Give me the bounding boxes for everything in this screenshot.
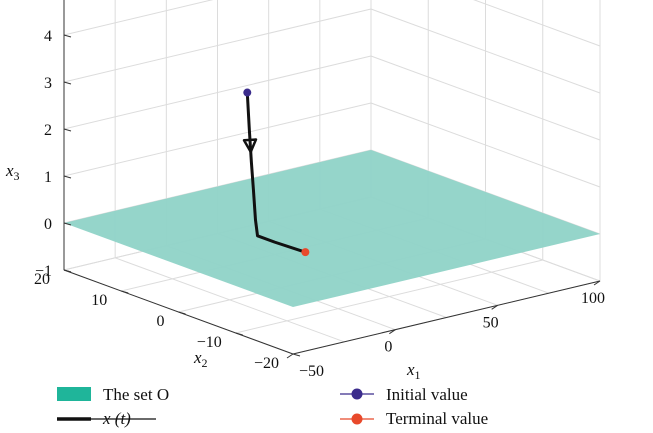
x2-tick-label: 10 [91, 292, 107, 309]
x3-tick-label: 1 [44, 169, 52, 186]
x2-tick [121, 290, 129, 294]
x2-tick-label: −20 [254, 355, 279, 372]
grid-line-floor-x2 [235, 259, 543, 334]
trajectory-line [245, 91, 307, 254]
initial-value-point [243, 88, 252, 97]
legend-label-initial: Initial value [386, 385, 468, 404]
x1-axis-label: x1 [406, 360, 421, 382]
grid-line-sidewall-x3 [370, 55, 601, 141]
x3-tick-label: 0 [44, 216, 52, 233]
legend-label-terminal: Terminal value [386, 409, 488, 428]
x3-tick-label: 4 [44, 28, 52, 45]
grid-line-sidewall-x3 [370, 102, 601, 188]
legend-swatch-set-o [57, 387, 91, 401]
x3-axis-label: x3 [5, 161, 20, 183]
x3-tick-label: 2 [44, 122, 52, 139]
grid-line-backwall-x3 [63, 55, 372, 130]
x1-axis-line [292, 280, 601, 355]
x1-tick-label: 0 [384, 339, 392, 356]
x3-tick [63, 34, 72, 38]
x3-tick [63, 81, 72, 85]
x1-tick [389, 329, 396, 335]
x2-axis-label: x2 [193, 348, 208, 370]
x2-tick-label: −10 [197, 334, 222, 351]
x3-tick-label: 3 [44, 75, 52, 92]
x3-tick [63, 222, 72, 226]
grid-line-backwall-x3 [63, 0, 214, 36]
x1-tick [286, 353, 294, 359]
legend: The set O x (t) Initial value Terminal v… [57, 385, 488, 428]
x3-tick [63, 269, 72, 273]
legend-label-set-o: The set O [103, 385, 169, 404]
grid-line-backwall-x3 [63, 102, 372, 177]
plane-set-o [64, 150, 600, 307]
x3-tick [63, 128, 72, 132]
terminal-value-point [301, 248, 310, 257]
x3-tick-label: −1 [35, 263, 52, 280]
data-layer [242, 88, 310, 257]
label-layer: x1 x2 x3 [5, 161, 421, 382]
x1-tick-label: 50 [483, 314, 499, 331]
x2-tick-label: 20 [34, 271, 50, 288]
x1-tick-label: −50 [299, 363, 324, 380]
grid-line-sidewall-x3 [473, 0, 601, 47]
legend-marker-initial [351, 388, 363, 400]
grid-line-backwall-x3 [63, 8, 372, 83]
x1-tick-label: 100 [581, 290, 605, 307]
x1-tick [593, 280, 601, 286]
legend-label-xt: x (t) [102, 409, 131, 428]
x2-tick-label: 0 [157, 313, 165, 330]
x3-tick [63, 175, 72, 179]
x1-tick [491, 304, 498, 310]
x2-tick [178, 311, 186, 315]
x2-tick [235, 332, 243, 336]
grid-line-sidewall-x3 [370, 8, 601, 94]
trajectory-arrow [242, 138, 258, 154]
x2-tick [292, 353, 301, 357]
legend-marker-terminal [351, 413, 363, 425]
plane-layer [64, 150, 600, 307]
